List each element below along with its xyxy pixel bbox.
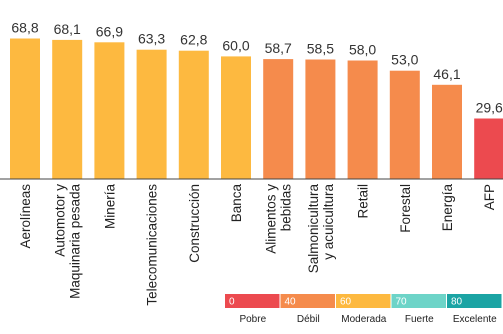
legend-threshold-2: 60	[340, 297, 352, 308]
value-label-6: 58,7	[265, 40, 292, 56]
category-label-7-0: Salmonicultura	[306, 184, 321, 274]
category-label-11-0: AFP	[482, 184, 497, 210]
category-label-2-0: Minería	[102, 184, 117, 230]
category-label-9-0: Forestal	[398, 184, 413, 233]
value-label-5: 60,0	[222, 37, 249, 53]
category-label-10-0: Energía	[440, 184, 455, 232]
legend-label-1: Débil	[297, 314, 320, 325]
value-labels-group: 68,8 68,1 66,9 63,3 62,8 60,0 58,7 58,5 58,0 53,0…	[11, 20, 503, 116]
legend-swatch-1	[280, 294, 335, 308]
value-label-3: 63,3	[138, 31, 165, 47]
bar-3	[136, 49, 167, 180]
value-label-10: 46,1	[433, 66, 460, 82]
legend-threshold-4: 80	[451, 297, 463, 308]
value-label-4: 62,8	[180, 32, 207, 48]
category-label-3-0: Telecomunicaciones	[145, 184, 160, 306]
bar-6	[263, 59, 294, 179]
category-label-1-0: Automotor y	[53, 184, 68, 257]
bar-8	[347, 60, 378, 179]
category-label-7-1: y acuicultura	[321, 184, 336, 260]
value-label-7: 58,5	[307, 41, 334, 57]
legend-swatch-2	[336, 294, 391, 308]
bar-2	[94, 42, 125, 179]
category-label-0-0: Aerolíneas	[18, 184, 33, 249]
category-label-5-0: Banca	[229, 184, 244, 223]
legend-label-0: Pobre	[239, 314, 266, 325]
legend-label-2: Moderada	[341, 314, 386, 325]
bar-4	[178, 50, 209, 180]
category-labels-group: Aerolíneas Automotor y Maquinaria pesada Mi…	[18, 184, 497, 306]
value-label-8: 58,0	[349, 42, 376, 58]
bar-5	[221, 56, 251, 179]
category-label-4-0: Construcción	[187, 184, 202, 263]
legend-label-4: Excelente	[453, 314, 497, 325]
bar-0	[10, 38, 40, 179]
category-label-6-0: Alimentos y	[264, 184, 279, 254]
legend-label-3: Fuerte	[405, 314, 434, 325]
bars-group	[10, 38, 503, 180]
value-label-11: 29,6	[476, 100, 503, 116]
legend-threshold-0: 0	[229, 297, 235, 308]
value-label-2: 66,9	[96, 23, 123, 39]
legend-threshold-3: 70	[396, 297, 408, 308]
value-label-9: 53,0	[391, 52, 418, 68]
bar-7	[305, 59, 336, 179]
bar-1	[52, 39, 83, 180]
value-label-1: 68,1	[54, 21, 81, 37]
bar-11	[474, 118, 503, 179]
bar-10	[432, 84, 462, 179]
category-label-1-1: Maquinaria pesada	[68, 184, 83, 299]
bar-9	[389, 70, 420, 179]
value-label-0: 68,8	[11, 20, 38, 36]
category-label-6-1: bebidas	[279, 184, 294, 232]
legend-swatch-4	[447, 294, 502, 308]
category-label-8-0: Retail	[356, 184, 371, 219]
legend-threshold-1: 40	[285, 297, 297, 308]
legend-swatch-3	[391, 294, 446, 308]
legend-swatch-0	[225, 294, 280, 308]
